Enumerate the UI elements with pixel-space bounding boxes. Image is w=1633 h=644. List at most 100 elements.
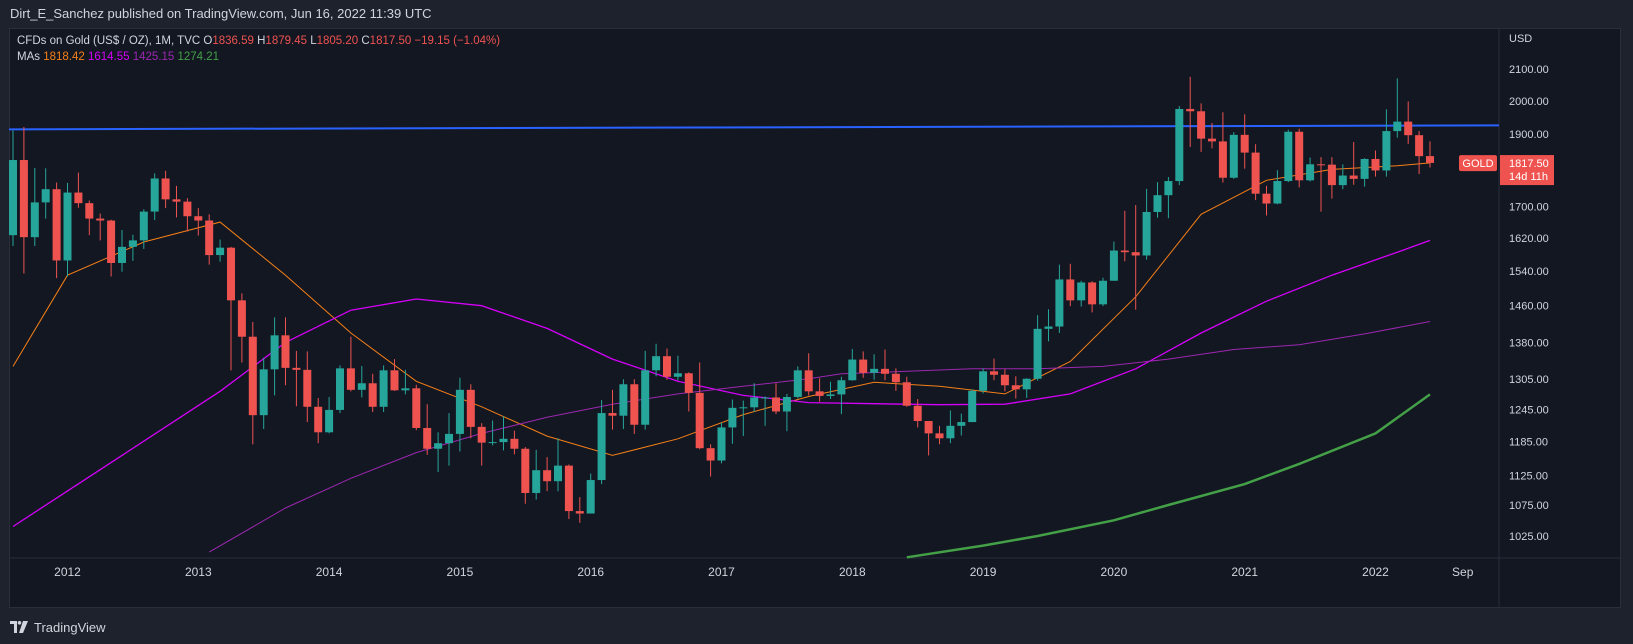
candle (325, 396, 334, 434)
candle (543, 457, 552, 492)
candle-body (455, 389, 464, 434)
symbol-tag-bg (1459, 155, 1497, 172)
candle (477, 423, 486, 466)
candle-body (891, 373, 900, 383)
candle-body (1197, 111, 1206, 139)
candle (488, 420, 497, 446)
candle-body (1426, 156, 1434, 163)
price-tick-label: 1620.00 (1509, 233, 1549, 245)
candle-body (139, 211, 148, 241)
candle-body (1360, 158, 1369, 179)
legend-mas: MAs 1818.42 1614.55 1425.15 1274.21 (17, 51, 219, 63)
candle-body (717, 427, 726, 461)
candle-body (1338, 175, 1347, 186)
footer-brand: TradingView (34, 619, 106, 635)
legend-change: −19.15 (−1.04%) (414, 35, 500, 47)
candle (357, 365, 366, 398)
candle (706, 444, 715, 477)
candle (423, 404, 432, 455)
candle-body (1218, 141, 1227, 178)
candle (902, 376, 911, 407)
candle (368, 373, 377, 413)
candle-body (237, 300, 246, 337)
time-tick-label: 2022 (1362, 565, 1389, 579)
candle-body (1306, 164, 1315, 181)
candle-body (216, 247, 225, 256)
chart-frame (9, 28, 1621, 608)
candle-body (902, 382, 911, 406)
candle (379, 365, 388, 413)
candle-body (259, 369, 268, 416)
price-tick-label: 1245.00 (1509, 404, 1549, 416)
candle (946, 410, 955, 444)
candle (619, 379, 628, 430)
candle (1382, 109, 1391, 177)
candle (575, 497, 584, 523)
time-tick-label: 2015 (447, 565, 474, 579)
candle (848, 349, 857, 381)
candle (259, 357, 268, 430)
candle (455, 377, 464, 452)
price-tick-label: 1540.00 (1509, 266, 1549, 278)
candle (641, 350, 650, 430)
candle-body (1033, 328, 1042, 379)
candle-body (1120, 250, 1129, 253)
legend-ma-value: 1614.55 (88, 51, 133, 63)
candle-body (118, 246, 126, 263)
candle-body (804, 370, 813, 392)
candle-body (390, 370, 399, 391)
candle-body (870, 368, 879, 373)
time-tick-label: 2021 (1231, 565, 1258, 579)
candle (19, 127, 28, 274)
candle (445, 413, 453, 466)
candle-body (85, 203, 94, 219)
candle (1109, 241, 1118, 281)
candle-body (248, 336, 257, 416)
candle-body (881, 368, 889, 374)
candle-body (183, 201, 192, 217)
candle (336, 365, 344, 414)
candle-body (445, 433, 453, 444)
moving-average-line (12, 162, 1431, 456)
candle (1273, 170, 1282, 205)
candles (9, 76, 1434, 523)
candle-body (1284, 131, 1293, 182)
candle-body (510, 438, 519, 449)
candle-body (782, 396, 791, 412)
candle-body (303, 369, 312, 407)
candle-body (379, 370, 388, 407)
price-tick-label: 1185.00 (1509, 437, 1548, 449)
candle-body (1055, 279, 1064, 327)
candle (205, 214, 214, 265)
candlestick-chart[interactable]: USD 1025.00 1075.00 1125.00 1185.00 1245.00 13… (9, 28, 1621, 608)
footer: TradingView (10, 617, 106, 637)
candle-body (1164, 181, 1173, 196)
candle-body (357, 383, 366, 390)
candle-body (521, 448, 530, 493)
candle (782, 393, 791, 432)
candle (1000, 369, 1009, 392)
candle-body (1251, 152, 1260, 194)
candle-body (325, 409, 334, 433)
candle (1415, 131, 1424, 175)
candle-body (227, 247, 235, 301)
candle-body (41, 189, 50, 203)
candle (532, 449, 541, 500)
legend-low-value: 1805.20 (317, 35, 362, 47)
moving-averages (12, 162, 1431, 559)
time-tick-label: 2016 (577, 565, 604, 579)
candle-body (673, 373, 682, 377)
legend-close-value: 1817.50 (370, 35, 415, 47)
candle-body (935, 433, 944, 439)
candle (1077, 280, 1086, 307)
candle (216, 239, 225, 262)
candle-body (793, 370, 802, 397)
candle (1240, 114, 1249, 169)
candle (1284, 129, 1293, 183)
candle-body (150, 178, 159, 212)
candle-body (128, 240, 137, 247)
candle (1251, 144, 1260, 201)
price-tick-label: 1305.00 (1509, 374, 1549, 386)
candle-body (1404, 121, 1413, 136)
candle (314, 397, 323, 444)
